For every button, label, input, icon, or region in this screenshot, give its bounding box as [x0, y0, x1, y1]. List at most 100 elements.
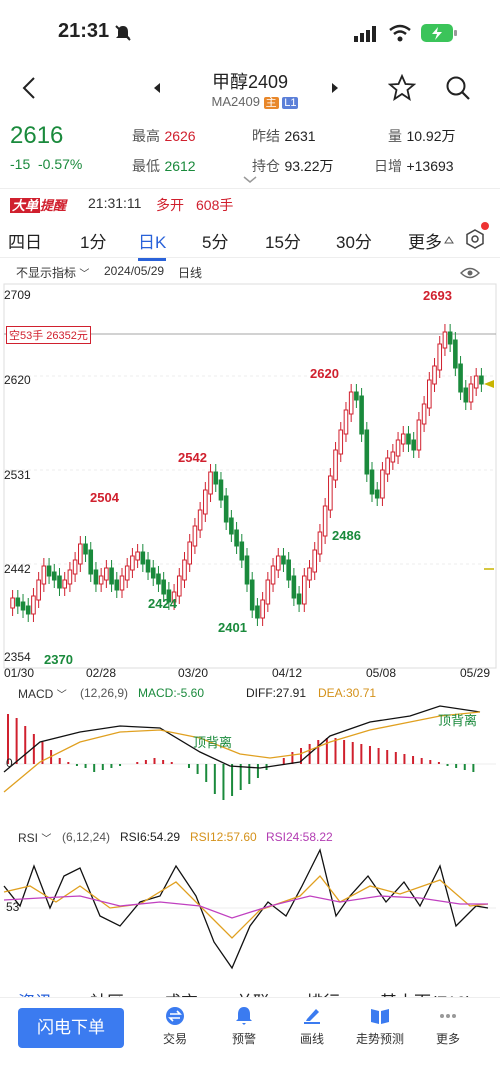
rsi-plot: [3, 848, 496, 970]
candle-body: [432, 365, 437, 385]
price-tick-2620: 2620: [4, 373, 31, 387]
subtab-trades[interactable]: 成交: [164, 988, 198, 1000]
more-caret-icon[interactable]: [444, 236, 454, 244]
candle-body: [109, 567, 114, 585]
indicator-selector[interactable]: 不显示指标 ﹀: [16, 266, 90, 280]
low-label: 最低: [132, 158, 160, 174]
rsi12-line: [3, 875, 489, 939]
subtab-community[interactable]: 社区: [90, 988, 124, 1000]
candle-body: [171, 591, 177, 603]
candle-body: [473, 375, 479, 389]
candle-body: [197, 509, 203, 531]
candle-body: [31, 595, 36, 615]
nav-alert[interactable]: 预警: [214, 1006, 274, 1047]
candle-body: [213, 471, 219, 485]
search-icon[interactable]: [444, 74, 472, 102]
ticker-time: 21:31:11: [88, 195, 142, 211]
date-tick-0412: 04/12: [272, 666, 303, 680]
position-label[interactable]: 空53手 26352元: [6, 326, 91, 344]
contract-code: MA2409: [211, 94, 260, 109]
tab-15min[interactable]: 15分: [265, 233, 301, 252]
candle-body: [166, 589, 172, 603]
high-row: 最高 2626: [132, 126, 196, 146]
settings-hexagon-icon[interactable]: [464, 228, 486, 250]
tab-more[interactable]: 更多: [408, 233, 442, 252]
candle-body: [385, 457, 390, 475]
tab-daily-k[interactable]: 日K: [138, 228, 167, 261]
daily-increase-row: 日增 +13693: [374, 156, 454, 176]
nav-forecast-label: 走势预测: [355, 1032, 404, 1046]
macd-selector[interactable]: MACD ﹀: [18, 687, 67, 701]
tab-1min[interactable]: 1分: [80, 233, 107, 252]
candle-body: [88, 549, 94, 575]
rsi-panel[interactable]: RSI ﹀ (6,12,24) RSI6:54.29 RSI12:57.60 R…: [0, 826, 500, 991]
tab-5min[interactable]: 5分: [202, 233, 229, 252]
candle-body: [343, 409, 349, 435]
candle-body: [374, 489, 380, 499]
candle-body: [312, 549, 318, 573]
price-tick-2354: 2354: [4, 650, 31, 664]
favorite-star-icon[interactable]: [388, 74, 416, 102]
candle-body: [369, 469, 375, 495]
quote-panel: 2616 -15 -0.57% 最高 2626 最低 2612 昨结 2631 …: [0, 116, 500, 188]
date-tick-0130: 01/30: [4, 666, 35, 680]
candle-body: [453, 339, 458, 369]
expand-chevron-icon[interactable]: [243, 176, 257, 184]
divergence-label-2: 顶背离: [438, 713, 478, 728]
candle-body: [150, 567, 156, 579]
candle-body: [156, 573, 161, 585]
subtab-ranking[interactable]: 排行: [306, 988, 340, 1000]
nav-draw-label: 画线: [299, 1032, 324, 1046]
nav-more-label: 更多: [435, 1032, 460, 1046]
tab-30min[interactable]: 30分: [336, 233, 372, 252]
candle-body: [416, 419, 422, 451]
annotation-2693: 2693: [423, 288, 452, 303]
candle-body: [275, 555, 281, 571]
candle-body: [182, 559, 187, 581]
next-contract-icon[interactable]: [330, 82, 340, 94]
candle-body: [281, 555, 286, 565]
nav-draw[interactable]: 画线: [282, 1006, 342, 1047]
rsi-selector[interactable]: RSI ﹀: [18, 831, 52, 845]
subtab-fundamentals[interactable]: 基本面(F10): [380, 988, 472, 1000]
rsi24-line: [3, 895, 488, 919]
flash-order-button[interactable]: 闪电下单: [18, 1008, 124, 1048]
candle-body: [286, 559, 291, 581]
candlestick-plot[interactable]: [0, 282, 500, 678]
candle-body: [270, 565, 276, 585]
candle-body: [354, 391, 359, 401]
candle-body: [427, 379, 432, 409]
chart-period: 日线: [178, 266, 203, 280]
candle-body: [395, 439, 401, 457]
prev-contract-icon[interactable]: [152, 82, 162, 94]
candle-body: [328, 475, 333, 511]
candle-body: [244, 555, 250, 585]
chart-date: 2024/05/29: [104, 264, 165, 278]
page-title: 甲醇2409: [211, 72, 289, 92]
date-tick-0508: 05/08: [366, 666, 397, 680]
candle-body: [291, 575, 297, 599]
annotation-2424: 2424: [148, 596, 177, 611]
macd-panel[interactable]: MACD ﹀ (12,26,9) MACD:-5.60 DIFF:27.91 D…: [0, 680, 500, 825]
candle-body: [463, 387, 469, 403]
candle-body: [130, 555, 135, 571]
kline-chart[interactable]: 不显示指标 ﹀ 2024/05/29 日线 2709 2620 2531 244…: [0, 258, 500, 680]
big-order-ticker[interactable]: 大单 提醒 21:31:11 多开 608手: [0, 188, 500, 216]
candle-body: [51, 571, 57, 581]
candle-body: [83, 543, 88, 555]
candle-body: [46, 565, 52, 577]
macd-zero-label: 0: [6, 756, 13, 770]
signal-icon: [354, 26, 376, 42]
tab-four-day[interactable]: 四日: [8, 233, 42, 252]
annotation-2542: 2542: [178, 450, 207, 465]
back-icon[interactable]: [20, 76, 40, 100]
eye-icon[interactable]: [460, 266, 480, 280]
subtab-related[interactable]: 关联: [236, 988, 270, 1000]
nav-trade[interactable]: 交易: [145, 1006, 205, 1047]
rsi6-value: RSI6:54.29: [120, 830, 181, 844]
candle-body: [36, 579, 41, 601]
nav-more[interactable]: 更多: [418, 1006, 478, 1047]
rsi6-line: [3, 848, 489, 970]
nav-forecast[interactable]: 走势预测: [350, 1006, 410, 1047]
subtab-news[interactable]: 资讯: [18, 988, 52, 1000]
